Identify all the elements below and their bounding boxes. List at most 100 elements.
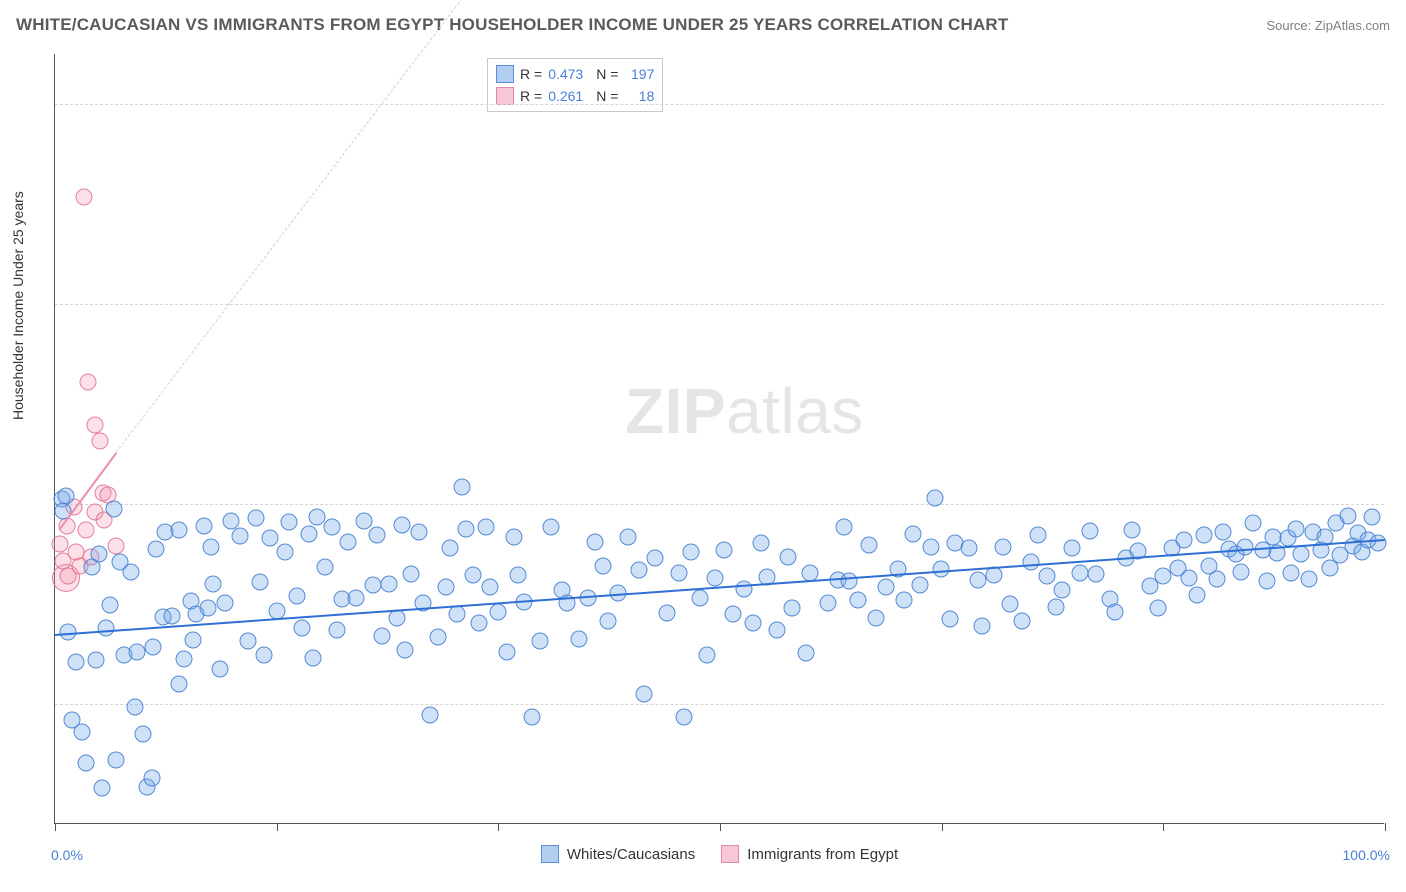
data-point-blue	[251, 574, 268, 591]
data-point-blue	[1287, 521, 1304, 538]
data-point-blue	[262, 530, 279, 547]
data-point-blue	[1124, 522, 1141, 539]
data-point-blue	[1176, 532, 1193, 549]
data-point-blue	[294, 620, 311, 637]
data-point-blue	[932, 561, 949, 578]
data-point-blue	[457, 521, 474, 538]
data-point-blue	[698, 647, 715, 664]
data-point-blue	[453, 479, 470, 496]
data-point-blue	[960, 540, 977, 557]
x-tick	[892, 825, 992, 837]
data-point-blue	[134, 726, 151, 743]
gridline-h	[55, 704, 1384, 705]
data-point-blue	[422, 707, 439, 724]
trendline-pink-dashed	[116, 0, 481, 453]
data-point-blue	[442, 540, 459, 557]
data-point-blue	[1039, 568, 1056, 585]
data-point-blue	[1088, 566, 1105, 583]
data-point-blue	[144, 770, 161, 787]
data-point-blue	[878, 579, 895, 596]
data-point-blue	[692, 590, 709, 607]
data-point-blue	[1023, 554, 1040, 571]
swatch-blue-icon	[541, 845, 559, 863]
legend-item-pink: Immigrants from Egypt	[721, 845, 898, 863]
data-point-blue	[211, 661, 228, 678]
data-point-blue	[1293, 546, 1310, 563]
stats-row-blue: R = 0.473 N = 197	[496, 63, 654, 85]
data-point-blue	[388, 610, 405, 627]
data-point-blue	[676, 709, 693, 726]
header: WHITE/CAUCASIAN VS IMMIGRANTS FROM EGYPT…	[0, 0, 1406, 40]
data-point-blue	[850, 592, 867, 609]
data-point-blue	[499, 644, 516, 661]
chart-title: WHITE/CAUCASIAN VS IMMIGRANTS FROM EGYPT…	[16, 15, 1008, 35]
data-point-blue	[1214, 524, 1231, 541]
data-point-blue	[798, 645, 815, 662]
data-point-blue	[670, 565, 687, 582]
data-point-blue	[769, 622, 786, 639]
data-point-pink	[52, 536, 69, 553]
data-point-blue	[1149, 600, 1166, 617]
data-point-blue	[532, 633, 549, 650]
legend-label-blue: Whites/Caucasians	[567, 846, 695, 863]
gridline-h	[55, 104, 1384, 105]
data-point-blue	[586, 534, 603, 551]
data-point-blue	[57, 488, 74, 505]
data-point-blue	[1064, 540, 1081, 557]
data-point-blue	[368, 527, 385, 544]
data-point-blue	[396, 642, 413, 659]
data-point-blue	[1233, 564, 1250, 581]
data-point-blue	[995, 539, 1012, 556]
data-point-blue	[1053, 582, 1070, 599]
data-point-blue	[1237, 539, 1254, 556]
data-point-blue	[277, 544, 294, 561]
data-point-blue	[339, 534, 356, 551]
data-point-blue	[1001, 596, 1018, 613]
data-point-blue	[682, 544, 699, 561]
data-point-blue	[88, 652, 105, 669]
legend-item-blue: Whites/Caucasians	[541, 845, 695, 863]
swatch-pink-icon	[721, 845, 739, 863]
data-point-blue	[1282, 565, 1299, 582]
legend-label-pink: Immigrants from Egypt	[747, 846, 898, 863]
swatch-blue-icon	[496, 65, 514, 83]
data-point-blue	[217, 595, 234, 612]
y-tick-label: $40,000	[1392, 696, 1406, 712]
data-point-blue	[164, 608, 181, 625]
data-point-blue	[255, 647, 272, 664]
data-point-blue	[170, 522, 187, 539]
data-point-blue	[471, 615, 488, 632]
x-tick	[670, 825, 770, 837]
data-point-blue	[129, 644, 146, 661]
y-tick-label: $100,000	[1392, 96, 1406, 112]
data-point-blue	[1301, 571, 1318, 588]
data-point-blue	[867, 610, 884, 627]
data-point-blue	[819, 595, 836, 612]
data-point-blue	[1013, 613, 1030, 630]
x-tick	[5, 825, 105, 837]
data-point-blue	[571, 631, 588, 648]
data-point-blue	[289, 588, 306, 605]
data-point-blue	[316, 559, 333, 576]
y-axis-label: Householder Income Under 25 years	[10, 191, 26, 420]
data-point-blue	[355, 513, 372, 530]
data-point-blue	[202, 539, 219, 556]
data-point-blue	[923, 539, 940, 556]
r-value-blue: 0.473	[548, 66, 590, 82]
data-point-blue	[231, 528, 248, 545]
n-label: N =	[596, 88, 618, 104]
data-point-blue	[448, 606, 465, 623]
data-point-blue	[122, 564, 139, 581]
data-point-blue	[524, 709, 541, 726]
plot-area: ZIPatlas R = 0.473 N = 197 R = 0.261 N =…	[54, 54, 1384, 824]
data-point-blue	[646, 550, 663, 567]
gridline-h	[55, 304, 1384, 305]
x-tick-min: 0.0%	[51, 847, 83, 863]
data-point-blue	[77, 755, 94, 772]
data-point-blue	[1363, 509, 1380, 526]
data-point-blue	[1245, 515, 1262, 532]
data-point-blue	[505, 529, 522, 546]
data-point-blue	[600, 613, 617, 630]
data-point-blue	[725, 606, 742, 623]
data-point-blue	[970, 572, 987, 589]
